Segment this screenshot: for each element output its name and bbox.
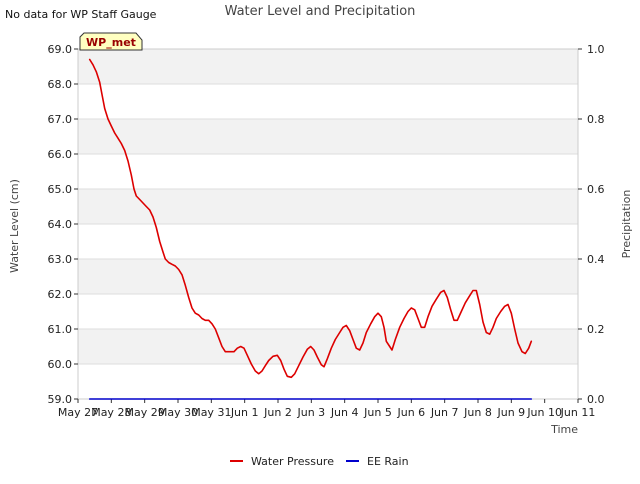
y2-tick-label: 1.0 — [587, 43, 605, 56]
y2-tick-label: 0.8 — [587, 113, 605, 126]
chart-title: Water Level and Precipitation — [225, 4, 416, 19]
y-axis-label: Water Level (cm) — [8, 179, 21, 273]
x-tick-label: May 28 — [91, 406, 131, 419]
y2-tick-label: 0.2 — [587, 323, 605, 336]
x-tick-label: Jun 8 — [463, 406, 492, 419]
y2-axis-label: Precipitation — [620, 190, 633, 259]
station-badge-shape — [79, 32, 143, 51]
series-layer — [88, 58, 533, 400]
y2-tick-label: 0.0 — [587, 393, 605, 406]
x-tick-label: May 29 — [125, 406, 165, 419]
background-band — [78, 49, 578, 84]
legend-label-ee-rain: EE Rain — [367, 455, 409, 468]
y-tick-label: 59.0 — [48, 393, 73, 406]
y2-axis-ticks: 0.0 0.2 0.4 0.6 0.8 1.0 — [578, 43, 605, 406]
x-tick-label: May 31 — [191, 406, 231, 419]
x-tick-label: Jun 7 — [430, 406, 459, 419]
station-badge-label: WP_met — [86, 36, 136, 49]
y2-tick-label: 0.4 — [587, 253, 605, 266]
x-tick-label: Jun 10 — [526, 406, 562, 419]
station-badge: WP_met — [79, 32, 143, 51]
series-line-water-pressure — [88, 58, 533, 379]
x-tick-label: Jun 9 — [496, 406, 525, 419]
x-tick-label: Jun 2 — [263, 406, 292, 419]
y-tick-label: 62.0 — [48, 288, 73, 301]
no-data-note: No data for WP Staff Gauge — [5, 8, 157, 21]
background-bands — [78, 49, 578, 364]
legend-label-water-pressure: Water Pressure — [251, 455, 334, 468]
legend: Water Pressure EE Rain — [230, 455, 409, 468]
x-tick-label: May 27 — [58, 406, 98, 419]
x-tick-label: Jun 11 — [560, 406, 596, 419]
y-tick-label: 69.0 — [48, 43, 73, 56]
x-tick-label: Jun 3 — [296, 406, 325, 419]
background-band — [78, 119, 578, 154]
y-tick-label: 60.0 — [48, 358, 73, 371]
y-tick-label: 68.0 — [48, 78, 73, 91]
background-band — [78, 259, 578, 294]
y-tick-label: 61.0 — [48, 323, 73, 336]
y-tick-label: 65.0 — [48, 183, 73, 196]
x-tick-label: May 30 — [158, 406, 198, 419]
background-band — [78, 189, 578, 224]
y-axis-ticks: 59.0 60.0 61.0 62.0 63.0 64.0 65.0 66.0 67.0 68.0… — [48, 43, 78, 406]
y2-tick-label: 0.6 — [587, 183, 605, 196]
y-tick-label: 66.0 — [48, 148, 73, 161]
x-tick-label: Jun 6 — [396, 406, 425, 419]
x-tick-label: Jun 5 — [363, 406, 392, 419]
y-tick-label: 67.0 — [48, 113, 73, 126]
x-tick-label: Jun 4 — [330, 406, 359, 419]
y-tick-label: 63.0 — [48, 253, 73, 266]
x-axis-label: Time — [550, 423, 578, 436]
x-tick-label: Jun 1 — [230, 406, 259, 419]
y-tick-label: 64.0 — [48, 218, 73, 231]
